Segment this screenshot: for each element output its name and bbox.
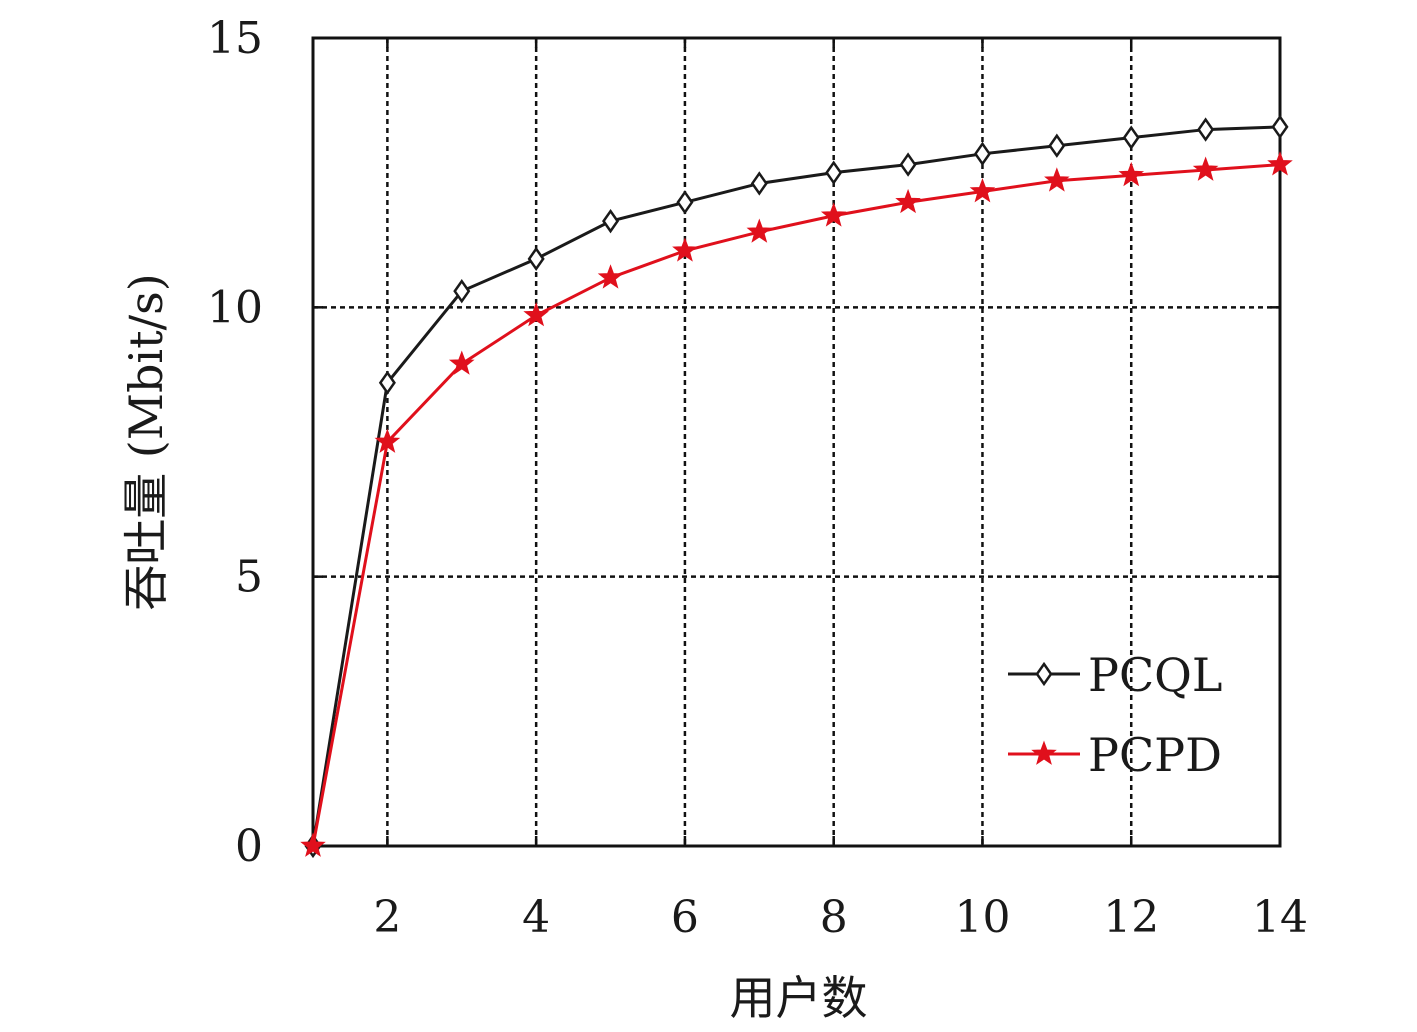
- data-point-pcpd: [895, 188, 921, 214]
- y-axis-label: 吞吐量 (Mbit/s): [119, 273, 173, 610]
- x-tick-label-6: 6: [671, 892, 699, 943]
- y-tick-label-10: 10: [207, 282, 263, 333]
- x-tick-label-4: 4: [522, 892, 550, 943]
- data-point-pcql: [602, 208, 620, 234]
- series-line-pcpd: [311, 163, 1281, 847]
- data-point-pcql: [899, 152, 917, 177]
- legend-marker-pcql: [1035, 661, 1053, 687]
- data-point-pcpd: [597, 264, 624, 289]
- y-tick-label-0: 0: [235, 821, 263, 872]
- series-line-pcql: [311, 125, 1281, 847]
- series-pcpd: [300, 151, 1293, 857]
- legend-label-pcql: PCQL: [1088, 648, 1222, 702]
- data-point-pcql: [378, 370, 396, 395]
- data-point-pcpd: [820, 202, 847, 227]
- x-tick-label-12: 12: [1103, 892, 1159, 943]
- x-tick-label-10: 10: [954, 892, 1010, 943]
- data-point-pcpd: [523, 301, 549, 327]
- x-axis-label: 用户数: [730, 971, 868, 1025]
- data-point-pcql: [973, 141, 991, 166]
- data-point-pcql: [825, 160, 843, 185]
- data-point-pcql: [676, 190, 694, 215]
- series-pcql: [304, 114, 1289, 859]
- legend: PCQL PCPD: [1008, 648, 1222, 782]
- data-point-pcpd: [672, 237, 698, 262]
- legend-item-pcql: PCQL: [1008, 648, 1222, 702]
- legend-diamond-icon: [1035, 661, 1053, 687]
- x-tick-label-2: 2: [373, 892, 401, 943]
- legend-marker-pcpd: [1031, 740, 1057, 765]
- data-point-pcql: [527, 246, 545, 272]
- data-point-pcql: [1271, 114, 1289, 140]
- data-point-pcql: [1122, 125, 1140, 150]
- legend-item-pcpd: PCPD: [1008, 728, 1222, 782]
- x-tick-label-8: 8: [820, 892, 848, 943]
- data-point-pcpd: [746, 218, 773, 243]
- tick-labels: 2 4 6 8 10 12 14 0 5 10 15: [207, 13, 1308, 943]
- data-point-pcql: [750, 171, 768, 196]
- data-point-pcpd: [969, 178, 996, 203]
- axis-ticks: [313, 36, 1282, 848]
- y-tick-label-5: 5: [235, 552, 263, 603]
- grid-lines: [313, 38, 1282, 846]
- series-lines: [300, 114, 1293, 859]
- plot-area-frame: [311, 36, 1282, 848]
- data-point-pcpd: [1118, 161, 1145, 187]
- data-point-pcql: [453, 278, 471, 304]
- data-point-pcpd: [1192, 156, 1219, 181]
- x-tick-label-14: 14: [1252, 892, 1308, 943]
- data-point-pcpd: [1267, 151, 1293, 176]
- legend-label-pcpd: PCPD: [1088, 728, 1222, 782]
- data-point-pcpd: [448, 350, 475, 375]
- data-point-pcpd: [1044, 167, 1070, 192]
- data-point-pcql: [1197, 117, 1215, 142]
- data-point-pcql: [1048, 133, 1066, 158]
- legend-star-icon: [1031, 740, 1057, 765]
- y-tick-label-15: 15: [207, 13, 263, 64]
- data-point-pcpd: [374, 428, 401, 453]
- data-point-pcpd: [300, 832, 326, 857]
